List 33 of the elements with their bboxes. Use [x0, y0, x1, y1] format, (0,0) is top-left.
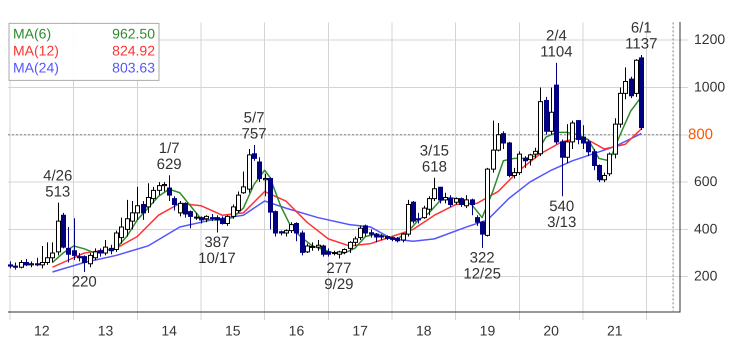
- y-tick-label: 200: [694, 268, 718, 284]
- x-tick-label: 19: [480, 322, 496, 338]
- annotation: 1/7 629: [156, 140, 182, 173]
- annotation: 962.50: [112, 25, 156, 42]
- annotation: 6/1 1137: [625, 20, 658, 53]
- annotation: 220: [72, 274, 97, 291]
- x-tick-label: 18: [416, 322, 432, 338]
- annotation: 277 9/29: [324, 260, 354, 294]
- text: MA(6): [13, 25, 52, 42]
- x-tick-label: 12: [34, 322, 50, 338]
- x-tick-label: 14: [161, 322, 178, 338]
- annotation: 387 10/17: [198, 234, 236, 268]
- annotation: 803.63: [112, 59, 156, 76]
- annotation: 824.92: [112, 42, 156, 58]
- annotation: 540 3/13: [547, 198, 576, 231]
- y-tick-label: 1000: [694, 78, 726, 94]
- annotation: 5/7 757: [242, 110, 267, 143]
- ref-line-label: 800: [688, 126, 714, 143]
- x-tick-label: 15: [225, 322, 241, 338]
- y-tick-label: 600: [694, 172, 718, 189]
- annotation: 3/15 618: [420, 142, 449, 176]
- x-tick-label: 13: [98, 322, 114, 338]
- y-tick-label: 1200: [694, 31, 726, 47]
- x-tick-label: 20: [543, 322, 560, 338]
- text: MA(12): [13, 42, 59, 58]
- x-tick-label: 21: [606, 322, 623, 338]
- y-tick-label: 400: [694, 220, 718, 236]
- annotation: 4/26 513: [43, 167, 72, 200]
- annotation: 322 12/25: [463, 249, 501, 282]
- x-tick-label: 16: [288, 322, 304, 338]
- annotation: 2/4 1104: [540, 27, 573, 60]
- text: MA(24): [13, 59, 59, 76]
- x-tick-label: 17: [352, 322, 368, 338]
